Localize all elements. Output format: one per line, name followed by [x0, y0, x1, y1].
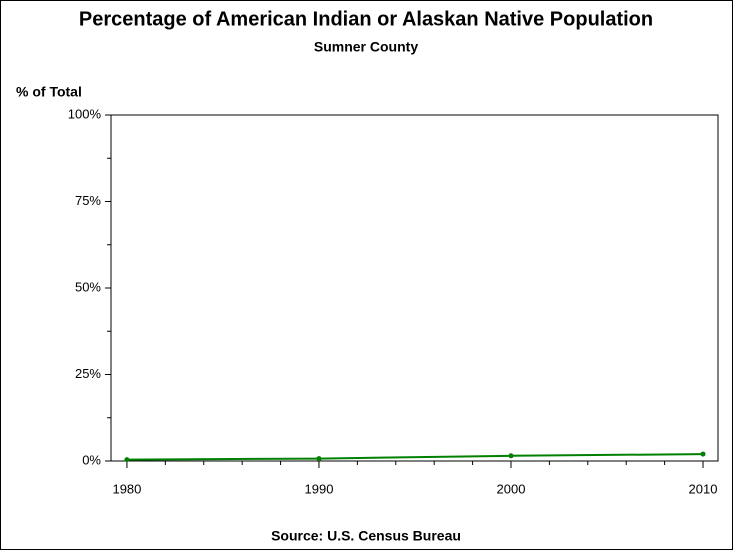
- x-tick-label: 2010: [689, 481, 718, 496]
- x-tick-label: 1980: [112, 481, 141, 496]
- x-tick-label: 1990: [305, 481, 334, 496]
- chart-title: Percentage of American Indian or Alaskan…: [79, 8, 653, 30]
- y-tick-label: 50%: [75, 279, 101, 294]
- source-note: Source: U.S. Census Bureau: [271, 528, 461, 544]
- data-point: [700, 451, 706, 457]
- data-point: [316, 456, 322, 462]
- chart-subtitle: Sumner County: [314, 39, 418, 55]
- y-tick-label: 0%: [82, 452, 101, 467]
- data-point: [508, 453, 514, 459]
- data-point: [124, 457, 130, 463]
- y-axis-label: % of Total: [16, 84, 82, 100]
- x-tick-label: 2000: [497, 481, 526, 496]
- y-tick-label: 100%: [68, 106, 102, 121]
- y-tick-label: 25%: [75, 366, 101, 381]
- y-tick-label: 75%: [75, 193, 101, 208]
- data-line: [126, 453, 704, 461]
